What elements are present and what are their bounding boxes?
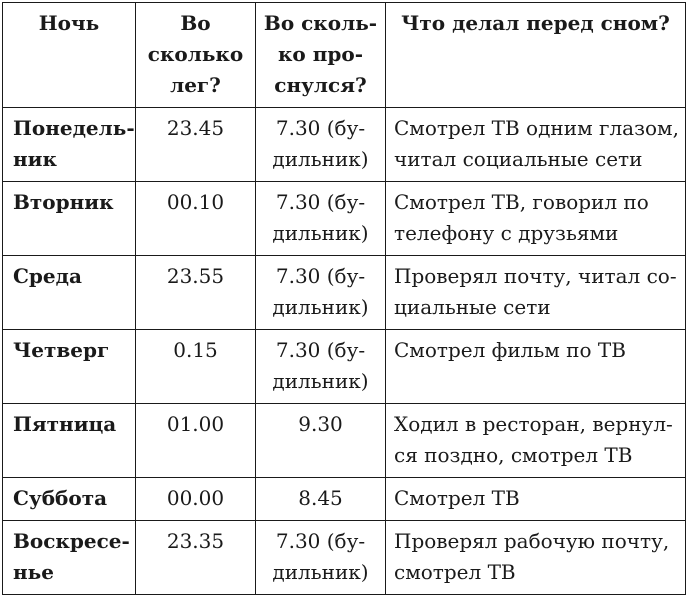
- cell-line: циальные сети: [394, 295, 551, 319]
- night-cell: Понедель- ник: [2, 107, 136, 182]
- waketime-cell: 9.30: [255, 403, 386, 478]
- bedtime-cell: 23.55: [135, 255, 256, 330]
- cell-line: дильник): [272, 369, 369, 393]
- waketime-cell: 7.30 (бу- дильник): [255, 255, 386, 330]
- cell-line: 00.00: [166, 486, 225, 510]
- bedtime-cell: 00.10: [135, 181, 256, 256]
- header-activity: Что делал перед сном?: [385, 2, 686, 108]
- night-cell: Пятница: [2, 403, 136, 478]
- cell-line: дильник): [272, 560, 369, 584]
- header-night: Ночь: [2, 2, 136, 108]
- cell-line: Смотрел ТВ: [394, 486, 520, 510]
- cell-line: Понедель-: [13, 116, 135, 140]
- activity-cell: Проверял почту, читал со- циальные сети: [385, 255, 686, 330]
- table-row: Пятница 01.00 9.30 Ходил в ресторан, вер…: [2, 403, 686, 478]
- table-row: Суббота 00.00 8.45 Смотрел ТВ: [2, 477, 686, 521]
- cell-line: 01.00: [166, 412, 225, 436]
- cell-line: Четверг: [13, 338, 110, 362]
- cell-line: нье: [13, 560, 54, 584]
- cell-line: 7.30 (бу-: [275, 116, 366, 140]
- table-row: Четверг 0.15 7.30 (бу- дильник) Смотрел …: [2, 329, 686, 404]
- night-cell: Суббота: [2, 477, 136, 521]
- bedtime-cell: 23.45: [135, 107, 256, 182]
- cell-line: 7.30 (бу-: [275, 338, 366, 362]
- night-cell: Воскресе- нье: [2, 520, 136, 595]
- cell-line: 8.45: [298, 486, 343, 510]
- cell-line: 9.30: [298, 412, 343, 436]
- cell-line: Суббота: [13, 486, 108, 510]
- waketime-cell: 7.30 (бу- дильник): [255, 520, 386, 595]
- cell-line: Вторник: [13, 190, 114, 214]
- bedtime-cell: 00.00: [135, 477, 256, 521]
- cell-line: 0.15: [173, 338, 218, 362]
- waketime-cell: 7.30 (бу- дильник): [255, 107, 386, 182]
- bedtime-cell: 0.15: [135, 329, 256, 404]
- cell-line: дильник): [272, 295, 369, 319]
- cell-line: Проверял рабочую почту,: [394, 529, 670, 553]
- table-row: Воскресе- нье 23.35 7.30 (бу- дильник) П…: [2, 520, 686, 595]
- activity-cell: Смотрел фильм по ТВ: [385, 329, 686, 404]
- header-line: Во сколь-: [263, 11, 378, 35]
- waketime-cell: 7.30 (бу- дильник): [255, 181, 386, 256]
- header-line: Ночь: [38, 11, 100, 35]
- cell-line: Смотрел ТВ одним глазом,: [394, 116, 679, 140]
- cell-line: Среда: [13, 264, 82, 288]
- header-line: сколько: [147, 42, 244, 66]
- header-line: лег?: [170, 73, 221, 97]
- cell-line: Пятница: [13, 412, 117, 436]
- night-cell: Среда: [2, 255, 136, 330]
- cell-line: смотрел ТВ: [394, 560, 516, 584]
- table-row: Среда 23.55 7.30 (бу- дильник) Проверял …: [2, 255, 686, 330]
- waketime-cell: 8.45: [255, 477, 386, 521]
- table-row: Вторник 00.10 7.30 (бу- дильник) Смотрел…: [2, 181, 686, 256]
- cell-line: Смотрел фильм по ТВ: [394, 338, 626, 362]
- night-cell: Четверг: [2, 329, 136, 404]
- table-header-row: Ночь Во сколько лег? Во сколь- ко про- с…: [2, 2, 686, 108]
- activity-cell: Смотрел ТВ: [385, 477, 686, 521]
- header-line: ко про-: [277, 42, 363, 66]
- header-bedtime: Во сколько лег?: [135, 2, 256, 108]
- cell-line: дильник): [272, 221, 369, 245]
- activity-cell: Ходил в ресторан, вернул- ся поздно, смо…: [385, 403, 686, 478]
- cell-line: 23.55: [166, 264, 225, 288]
- cell-line: дильник): [272, 147, 369, 171]
- header-line: снулся?: [274, 73, 367, 97]
- cell-line: телефону с друзьями: [394, 221, 619, 245]
- header-line: Что делал перед сном?: [401, 11, 670, 35]
- cell-line: Ходил в ресторан, вернул-: [394, 412, 673, 436]
- cell-line: 7.30 (бу-: [275, 529, 366, 553]
- table-row: Понедель- ник 23.45 7.30 (бу- дильник) С…: [2, 107, 686, 182]
- cell-line: 7.30 (бу-: [275, 190, 366, 214]
- activity-cell: Смотрел ТВ, говорил по телефону с друзья…: [385, 181, 686, 256]
- cell-line: 23.35: [166, 529, 225, 553]
- cell-line: ся поздно, смотрел ТВ: [394, 443, 633, 467]
- cell-line: читал социальные сети: [394, 147, 643, 171]
- cell-line: 23.45: [166, 116, 225, 140]
- cell-line: ник: [13, 147, 57, 171]
- cell-line: Проверял почту, читал со-: [394, 264, 677, 288]
- header-waketime: Во сколь- ко про- снулся?: [255, 2, 386, 108]
- waketime-cell: 7.30 (бу- дильник): [255, 329, 386, 404]
- bedtime-cell: 23.35: [135, 520, 256, 595]
- activity-cell: Проверял рабочую почту, смотрел ТВ: [385, 520, 686, 595]
- bedtime-cell: 01.00: [135, 403, 256, 478]
- cell-line: Воскресе-: [13, 529, 130, 553]
- activity-cell: Смотрел ТВ одним глазом, читал социальны…: [385, 107, 686, 182]
- header-line: Во: [180, 11, 211, 35]
- cell-line: 7.30 (бу-: [275, 264, 366, 288]
- night-cell: Вторник: [2, 181, 136, 256]
- cell-line: Смотрел ТВ, говорил по: [394, 190, 649, 214]
- cell-line: 00.10: [166, 190, 225, 214]
